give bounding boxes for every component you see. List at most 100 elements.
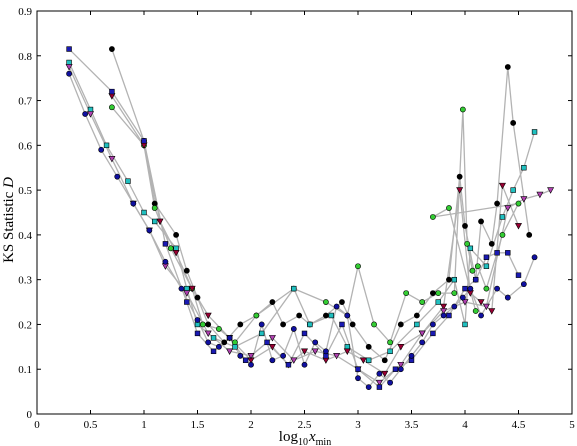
series-3-point <box>156 218 164 226</box>
series-1-point <box>435 290 442 296</box>
series-2-point <box>451 276 457 283</box>
series-4-point <box>247 352 255 360</box>
series-6-point <box>355 375 361 382</box>
series-6-point <box>376 370 383 377</box>
series-0-point <box>381 357 388 364</box>
series-1-point <box>451 290 458 296</box>
series-1-point <box>483 285 490 292</box>
series-0-point <box>322 312 329 319</box>
series-3-point <box>300 348 309 355</box>
series-3-point <box>498 182 506 190</box>
series-3-point <box>477 299 485 306</box>
series-2-point <box>328 312 334 319</box>
series-4-point <box>440 308 448 315</box>
series-2-point <box>435 299 441 305</box>
series-0-point <box>456 173 463 180</box>
series-1-point <box>459 106 466 113</box>
series-5-point <box>483 254 490 260</box>
y-tick-label: 0.2 <box>18 319 32 331</box>
x-axis-label: log10xmin <box>279 429 331 446</box>
series-2-point <box>210 335 217 341</box>
series-3-point <box>397 344 405 351</box>
series-4-point <box>86 111 95 118</box>
x-tick-label: 4 <box>462 419 468 431</box>
series-3-point <box>381 370 389 378</box>
series-1-point <box>253 312 260 319</box>
series-4-point <box>482 303 490 311</box>
series-5-point <box>472 276 479 283</box>
series-4-point <box>108 155 116 163</box>
series-3-point <box>172 250 180 257</box>
series-1-point <box>429 214 436 220</box>
series-1-point <box>355 263 361 270</box>
series-4-point <box>504 205 512 212</box>
series-6-point <box>419 339 426 346</box>
series-4-point <box>397 361 405 369</box>
series-2-line <box>68 62 536 362</box>
series-4-point <box>226 348 234 355</box>
series-6-point <box>344 312 351 319</box>
x-tick-label: 2 <box>248 419 254 431</box>
series-6-point <box>504 294 511 301</box>
series-2-point <box>141 209 147 216</box>
series-0-point <box>510 120 517 126</box>
series-5-point <box>141 138 147 144</box>
series-6-point <box>531 254 538 261</box>
series-6-point <box>397 366 404 373</box>
series-1-point <box>109 104 115 111</box>
series-3-point <box>343 348 351 355</box>
series-6-point <box>520 281 527 288</box>
series-6-point <box>494 285 500 292</box>
series-6-point <box>248 361 254 368</box>
y-tick-label: 0.6 <box>18 140 32 152</box>
series-6-point <box>467 285 474 292</box>
x-tick-label: 3.5 <box>405 419 419 431</box>
series-3-point <box>204 312 212 320</box>
y-tick-label: 0 <box>27 409 33 421</box>
series-6-point <box>82 111 89 117</box>
series-6-point <box>114 173 121 180</box>
y-tick-label: 0.1 <box>18 364 32 376</box>
series-2-point <box>462 321 468 328</box>
data-points <box>65 46 555 391</box>
series-1-point <box>322 299 329 305</box>
series-6-point <box>451 303 458 310</box>
series-5-point <box>446 312 452 319</box>
series-0-point <box>221 339 228 346</box>
series-0-point <box>526 231 533 238</box>
series-0-point <box>397 321 404 328</box>
series-6-point <box>333 303 340 310</box>
series-4-point <box>375 379 383 387</box>
x-tick-label: 3 <box>355 419 361 431</box>
series-5-point <box>462 285 468 292</box>
series-5-point <box>505 250 511 256</box>
series-0-point <box>488 240 495 247</box>
series-6-point <box>440 312 447 319</box>
series-2-point <box>387 348 393 355</box>
series-3-point <box>359 357 367 364</box>
series-3-point <box>488 308 496 315</box>
series-5-point <box>430 330 436 337</box>
y-tick-label: 0.3 <box>18 275 32 287</box>
series-0-point <box>365 343 372 350</box>
series-1-line <box>111 106 520 344</box>
series-2-point <box>414 321 420 328</box>
series-0-point <box>173 231 179 238</box>
y-tick-label: 0.9 <box>18 6 32 18</box>
series-4-point <box>536 191 544 199</box>
x-tick-label: 4.5 <box>512 419 526 431</box>
series-0-point <box>494 200 500 207</box>
series-0-point <box>478 218 484 225</box>
series-2-point <box>499 214 506 220</box>
series-4-point <box>461 299 469 306</box>
y-tick-label: 0.5 <box>18 185 32 197</box>
series-5-point <box>494 250 500 256</box>
series-6-point <box>258 321 265 328</box>
series-1-point <box>419 299 426 305</box>
axis-ticks <box>36 10 573 415</box>
series-1-point <box>199 321 206 328</box>
series-2-point <box>232 344 238 350</box>
series-5-point <box>515 272 522 278</box>
series-6-point <box>237 352 244 359</box>
